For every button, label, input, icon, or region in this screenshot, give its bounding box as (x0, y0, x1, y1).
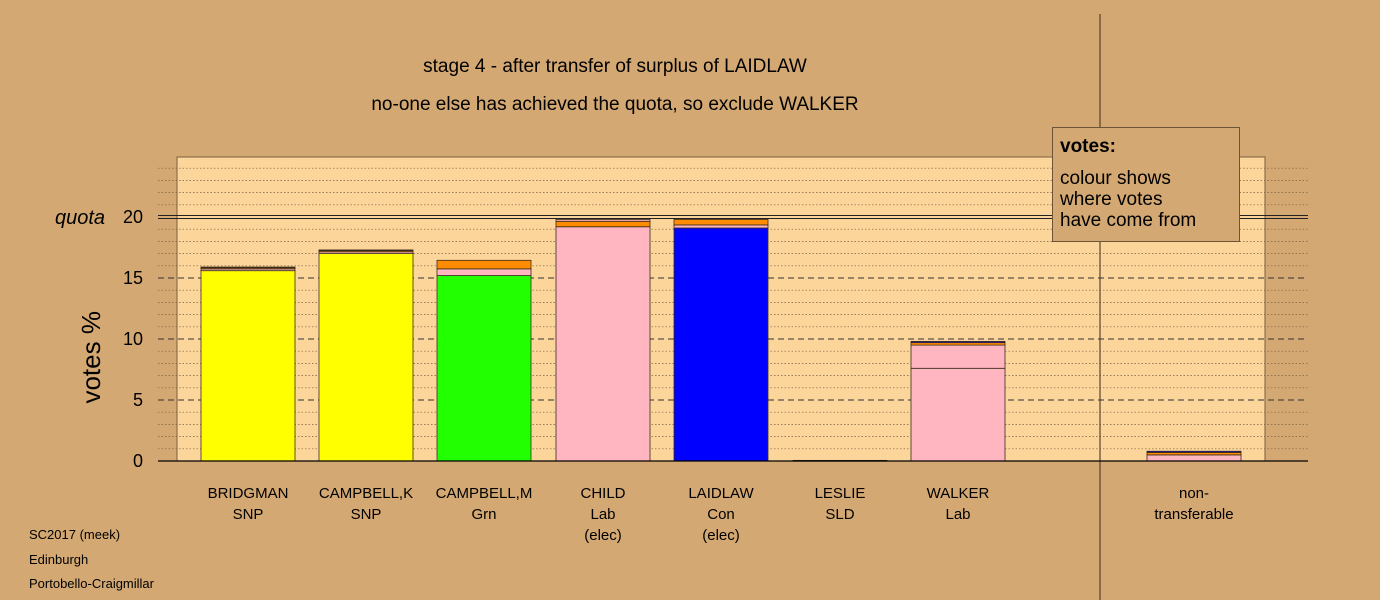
bar-segment (436, 275, 532, 462)
category-label: SLD (825, 506, 854, 523)
bar-segment (1146, 450, 1242, 453)
bar-segment (436, 259, 532, 270)
bar-segment (555, 220, 651, 228)
bar-segment (200, 266, 296, 269)
bar-segment (436, 268, 532, 276)
bar-segment (910, 341, 1006, 344)
bar-segment (673, 224, 769, 229)
bar-segment (910, 344, 1006, 369)
category-label: (elec) (702, 527, 740, 544)
quota-label: quota (55, 207, 105, 229)
bar-segment (555, 219, 651, 222)
footer-council: Edinburgh (29, 552, 89, 567)
category-label: CHILD (580, 485, 625, 502)
legend-line: have come from (1060, 210, 1197, 231)
category-label: SNP (233, 506, 264, 523)
category-label: non- (1179, 485, 1209, 502)
y-tick-label: 10 (123, 329, 143, 349)
y-tick-label: 20 (123, 207, 143, 227)
chart-subtitle: no-one else has achieved the quota, so e… (371, 94, 859, 115)
chart-title: stage 4 - after transfer of surplus of L… (423, 56, 807, 77)
bar-segment (673, 227, 769, 462)
category-label: CAMPBELL,K (319, 485, 413, 502)
bar-segment (673, 219, 769, 226)
y-tick-label: 0 (133, 451, 143, 471)
legend-heading: votes: (1060, 136, 1116, 157)
bar-segment (910, 367, 1006, 462)
category-label: LESLIE (815, 485, 866, 502)
legend-line: colour shows (1060, 168, 1171, 189)
category-label: Con (707, 506, 735, 523)
category-label: LAIDLAW (688, 485, 754, 502)
category-label: transferable (1154, 506, 1233, 523)
bar-segment (200, 270, 296, 462)
bar-segment (318, 253, 414, 462)
category-label: WALKER (927, 485, 990, 502)
category-label: Lab (590, 506, 615, 523)
category-label: BRIDGMAN (208, 485, 289, 502)
category-label: Grn (471, 506, 496, 523)
bar-segment (1146, 454, 1242, 462)
category-label: Lab (945, 506, 970, 523)
legend-line: where votes (1060, 189, 1163, 210)
y-axis-label: votes % (76, 311, 106, 404)
bar-segment (318, 249, 414, 252)
y-tick-label: 15 (123, 268, 143, 288)
category-label: (elec) (584, 527, 622, 544)
bar-segment (555, 226, 651, 462)
footer-method: SC2017 (meek) (29, 527, 121, 542)
y-tick-label: 5 (133, 390, 143, 410)
category-label: SNP (351, 506, 382, 523)
category-label: CAMPBELL,M (436, 485, 533, 502)
legend-box: votes: colour shows where votes have com… (1052, 127, 1240, 242)
footer-ward: Portobello-Craigmillar (29, 576, 154, 591)
